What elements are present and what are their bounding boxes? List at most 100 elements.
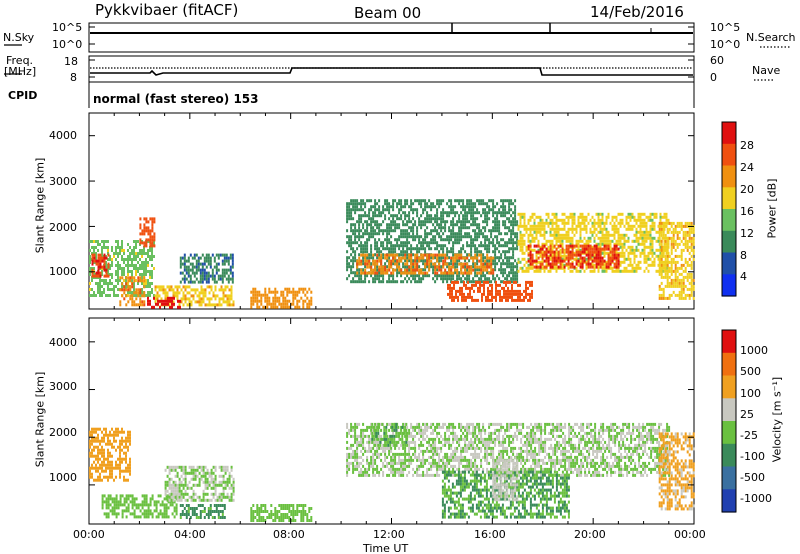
rti-cell <box>109 509 112 513</box>
rti-cell <box>121 294 124 298</box>
rti-cell <box>495 286 497 290</box>
rti-cell <box>420 205 423 209</box>
rti-cell <box>665 218 668 222</box>
rti-cell <box>256 293 259 297</box>
rti-cell <box>501 298 503 302</box>
rti-cell <box>302 299 305 303</box>
rti-cell <box>440 217 443 221</box>
rti-cell <box>467 295 469 299</box>
rti-cell <box>505 280 507 284</box>
rti-cell <box>227 268 230 272</box>
rti-cell <box>678 236 681 240</box>
rti-cell <box>495 289 497 293</box>
rti-cell <box>453 298 455 302</box>
rti-cell <box>684 296 687 300</box>
rti-cell <box>668 281 671 285</box>
rti-cell <box>658 287 661 291</box>
rti-cell <box>541 218 544 222</box>
rti-cell <box>117 246 119 249</box>
rti-cell <box>392 220 395 224</box>
rti-cell <box>639 254 642 258</box>
rti-cell <box>531 215 534 219</box>
rti-cell <box>404 211 407 215</box>
rti-cell <box>268 299 271 303</box>
rti-cell <box>452 229 455 233</box>
rti-cell <box>168 480 171 484</box>
rti-cell <box>521 242 524 246</box>
rti-cell <box>563 218 566 222</box>
rti-cell <box>143 246 145 249</box>
rti-cell <box>666 260 669 264</box>
rti-cell <box>521 215 524 219</box>
rti-cell <box>643 218 646 222</box>
rti-cell <box>408 235 411 239</box>
rti-cell <box>89 469 91 473</box>
rti-cell <box>111 512 114 516</box>
rti-cell <box>517 260 520 264</box>
rti-cell <box>121 469 123 473</box>
rti-cell <box>93 454 95 458</box>
rti-cell <box>165 302 167 306</box>
rti-cell <box>462 205 465 209</box>
rti-cell <box>579 256 582 260</box>
rti-cell <box>256 296 259 300</box>
rti-cell <box>408 211 411 215</box>
rti-cell <box>159 509 162 513</box>
rti-cell <box>455 289 457 293</box>
rti-cell <box>571 218 574 222</box>
rti-cell <box>184 297 187 301</box>
rti-cell <box>91 262 94 266</box>
rti-cell <box>639 230 642 234</box>
rti-cell <box>611 259 614 263</box>
rti-cell <box>382 265 385 269</box>
rti-cell <box>617 212 620 216</box>
rti-cell <box>458 235 461 239</box>
rti-cell <box>455 292 457 296</box>
rti-cell <box>635 248 638 252</box>
rti-cell <box>692 257 695 261</box>
rti-cell <box>139 303 142 307</box>
rti-cell <box>557 227 560 231</box>
rti-cell <box>105 256 108 260</box>
rti-cell <box>228 294 231 298</box>
rti-cell <box>231 277 234 281</box>
rti-cell <box>635 227 638 231</box>
rti-cell <box>664 296 667 300</box>
rti-cell <box>484 202 487 206</box>
rti-cell <box>406 235 409 239</box>
rti-cell <box>484 265 487 269</box>
rti-cell <box>197 256 200 260</box>
rti-cell <box>672 236 675 240</box>
rti-cell <box>430 253 433 257</box>
rti-cell <box>442 244 445 248</box>
rti-cell <box>129 252 131 255</box>
rti-cell <box>210 288 213 292</box>
rti-cell <box>629 227 632 231</box>
rti-cell <box>569 215 572 219</box>
rti-cell <box>484 244 487 248</box>
rti-cell <box>392 274 395 278</box>
rti-cell <box>195 268 198 272</box>
rti-cell <box>374 262 377 266</box>
rti-cell <box>374 232 377 236</box>
rti-cell <box>670 257 673 261</box>
rti-cell <box>386 235 389 239</box>
rti-cell <box>446 277 449 281</box>
rti-cell <box>184 498 187 502</box>
rti-cell <box>231 265 234 269</box>
rti-cell <box>487 289 489 293</box>
rti-cell <box>266 305 269 309</box>
rti-cell <box>157 494 160 498</box>
rti-cell <box>354 223 357 227</box>
rti-cell <box>123 261 125 264</box>
rti-cell <box>414 253 417 257</box>
rti-cell <box>539 247 542 251</box>
rti-cell <box>400 274 403 278</box>
rti-cell <box>583 242 586 246</box>
rti-cell <box>117 264 119 267</box>
rti-cell <box>664 266 667 270</box>
rti-cell <box>481 292 483 296</box>
rti-cell <box>105 240 107 243</box>
rti-cell <box>133 512 136 516</box>
rti-cell <box>202 291 205 295</box>
